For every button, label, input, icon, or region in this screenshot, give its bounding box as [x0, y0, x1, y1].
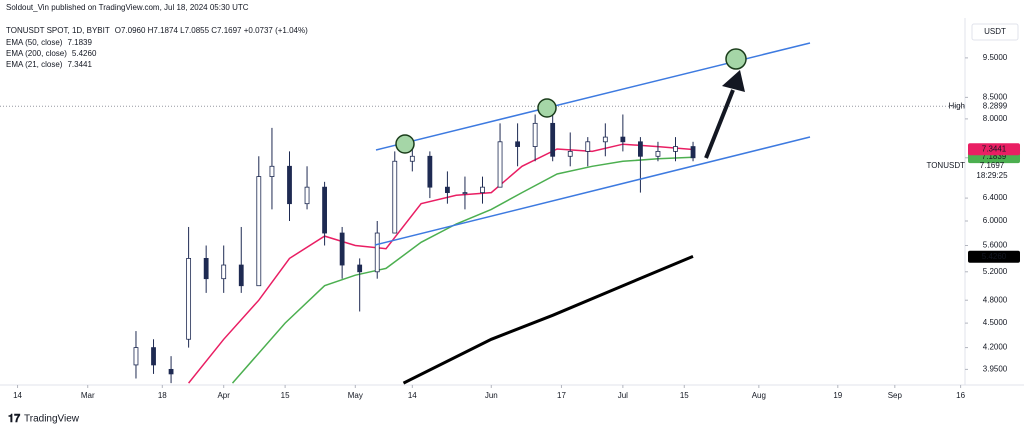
arrow-head [722, 70, 745, 92]
candle-body [497, 141, 503, 188]
x-tick-label: Jul [618, 391, 628, 400]
legend-value: 5.4260 [72, 49, 97, 58]
x-tick-label: 15 [680, 391, 689, 400]
footer-logo: 𝟏𝟕 [8, 413, 21, 425]
candle-body [151, 347, 156, 366]
candle-body [427, 155, 433, 188]
legend-name: EMA (50, close) [6, 38, 63, 47]
price-label: 5.4260 [982, 252, 1007, 261]
drawings [374, 42, 811, 246]
candle-body [515, 141, 520, 147]
candle-body [269, 165, 275, 177]
candle-body [203, 257, 209, 280]
candle-body [322, 186, 327, 234]
candle-body [462, 192, 468, 194]
y-tick-label: 4.2000 [983, 343, 1008, 352]
high-value: 8.2899 [983, 101, 1008, 110]
y-tick-label: 8.0000 [983, 114, 1008, 123]
x-tick-label: 14 [408, 391, 417, 400]
candle-body [221, 264, 227, 280]
candle-body [638, 141, 643, 157]
target-circle [725, 48, 747, 70]
candle-body [655, 150, 661, 157]
candle-body [256, 176, 262, 287]
candle-body [409, 155, 415, 162]
touch-circle [537, 98, 557, 118]
candle-body [392, 160, 398, 234]
y-tick-label: 5.6000 [983, 241, 1008, 250]
legend-value: 7.1839 [67, 38, 92, 47]
plot [0, 105, 965, 385]
x-tick-label: May [348, 391, 363, 400]
y-tick-label: 4.5000 [983, 318, 1008, 327]
candle-body [374, 232, 380, 273]
y-tick-label: 5.2000 [983, 267, 1008, 276]
price-label: 7.3441 [982, 144, 1007, 153]
x-tick-label: 18 [158, 391, 167, 400]
candle-body [602, 136, 608, 143]
ema-line [188, 143, 694, 384]
footer-brand: TradingView [24, 414, 80, 425]
high-label: High [949, 101, 965, 110]
x-tick-label: 15 [281, 391, 290, 400]
last-price: 7.1697 [980, 161, 1005, 170]
candle-body [690, 146, 696, 159]
y-tick-label: 4.8000 [983, 295, 1008, 304]
y-tick-label: 6.4000 [983, 193, 1008, 202]
price-label: 7.1839 [982, 152, 1007, 161]
ema-line [231, 156, 694, 384]
legend-name: EMA (21, close) [6, 60, 63, 69]
y-tick-label: 8.5000 [983, 92, 1008, 101]
candle-body [550, 122, 556, 157]
y-tick-label: 6.0000 [983, 216, 1008, 225]
x-tick-label: 19 [833, 391, 842, 400]
candle-body [339, 232, 345, 266]
x-tick-label: 16 [956, 391, 965, 400]
unit-box [971, 23, 1019, 41]
candle-body [304, 186, 310, 205]
last-symbol: TONUSDT [926, 161, 965, 170]
x-tick-label: Aug [752, 391, 766, 400]
candle-body [532, 122, 538, 147]
price-label-box [968, 143, 1020, 156]
candle-body [585, 141, 591, 152]
y-tick-label: 3.9500 [983, 364, 1008, 373]
arrow-shaft [704, 89, 735, 159]
candle-body [357, 264, 363, 273]
legend-name: EMA (200, close) [6, 49, 67, 58]
x-tick-label: Mar [81, 391, 95, 400]
legend-ohlc: O7.0960 H7.1874 L7.0855 C7.1697 +0.0737 … [115, 26, 308, 35]
candle-body [480, 186, 485, 193]
touch-circle [395, 134, 415, 154]
candle-body [287, 165, 292, 205]
x-tick-label: Apr [217, 391, 230, 400]
channel-lower [374, 136, 811, 246]
x-tick-label: 17 [557, 391, 566, 400]
header: Soldout_Vin published on TradingView.com… [6, 3, 249, 12]
logo-mark: 𝟏𝟕 [8, 413, 21, 425]
x-tick-label: Jun [485, 391, 498, 400]
candle-body [620, 136, 626, 143]
legend-value: 7.3441 [67, 60, 92, 69]
candle-body [168, 368, 174, 375]
candle-body [567, 150, 573, 157]
x-tick-label: 14 [13, 391, 22, 400]
candle-body [445, 186, 450, 193]
price-label-box [968, 250, 1020, 263]
ema-line [402, 255, 694, 385]
y-tick-label: 9.5000 [983, 53, 1008, 62]
candle-body [186, 257, 192, 340]
x-tick-label: Sep [888, 391, 903, 400]
candle-body [238, 264, 244, 287]
unit: USDT [984, 27, 1006, 36]
candle-body [133, 347, 139, 366]
candle-body [673, 146, 678, 152]
countdown: 18:29:25 [976, 171, 1008, 180]
legend-title: TONUSDT SPOT, 1D, BYBIT [6, 26, 110, 35]
